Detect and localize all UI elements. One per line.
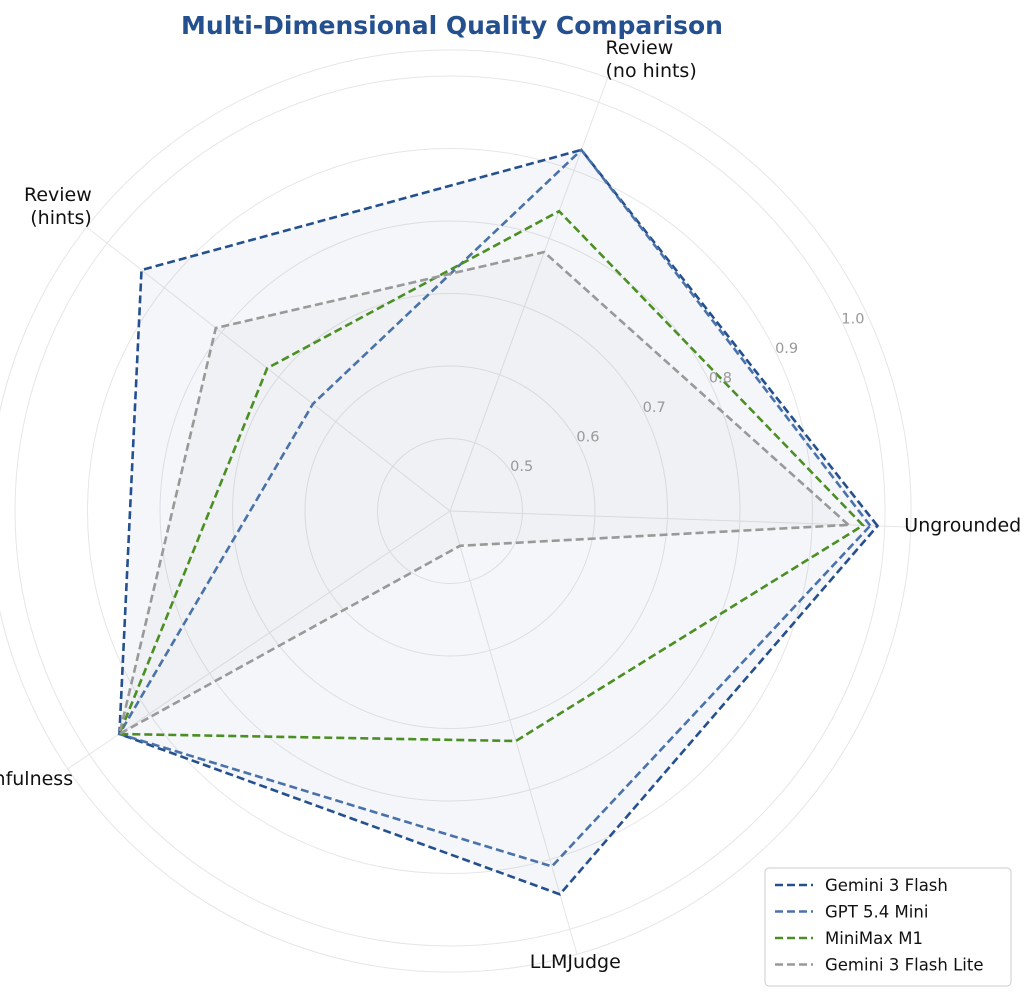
grid-ring — [0, 49, 912, 973]
series-fill — [119, 149, 878, 895]
legend-label: Gemini 3 Flash — [825, 876, 948, 895]
radial-tick-label: 0.6 — [576, 430, 599, 446]
legend: Gemini 3 Flash GPT 5.4 Mini MiniMax M1 Gemi… — [764, 867, 1012, 987]
radial-tick-label: 0.8 — [709, 371, 732, 387]
grid-ring — [304, 365, 596, 657]
radial-tick-labels: 0.5 0.6 0.7 0.8 0.9 1.0 — [510, 312, 864, 476]
grid-ring — [377, 438, 523, 584]
radial-tick-label: 0.5 — [510, 459, 533, 475]
radar-grid — [0, 49, 912, 973]
axis-label: Faithfulness — [0, 768, 73, 790]
grid-ring — [159, 220, 741, 802]
grid-ring — [87, 148, 813, 874]
axis-label: Review (hints) — [24, 184, 92, 229]
legend-box — [764, 867, 1012, 987]
axis-labels: Ungrounded Review (no hints) Review (hints) F… — [0, 37, 1021, 973]
axis-label: Ungrounded — [904, 514, 1021, 536]
grid-spoke — [86, 226, 451, 512]
axis-label: LLMJudge — [530, 951, 621, 973]
radial-tick-label: 0.7 — [643, 400, 666, 416]
series-line — [117, 250, 852, 737]
series-line — [117, 209, 866, 743]
series-line — [117, 147, 872, 868]
legend-label: MiniMax M1 — [825, 929, 923, 948]
grid-ring — [14, 75, 886, 947]
series-line — [118, 148, 880, 896]
axis-label: Review (no hints) — [606, 37, 697, 82]
grid-ring — [232, 293, 668, 729]
radial-tick-label: 1.0 — [841, 312, 864, 328]
chart-title: Multi-Dimensional Quality Comparison — [181, 11, 723, 40]
legend-label: Gemini 3 Flash Lite — [825, 956, 984, 975]
grid-spoke — [449, 510, 578, 955]
series-layer — [117, 147, 880, 896]
series-fill — [119, 252, 849, 734]
radial-tick-label: 0.9 — [775, 341, 798, 357]
legend-label: GPT 5.4 Mini — [825, 903, 928, 922]
